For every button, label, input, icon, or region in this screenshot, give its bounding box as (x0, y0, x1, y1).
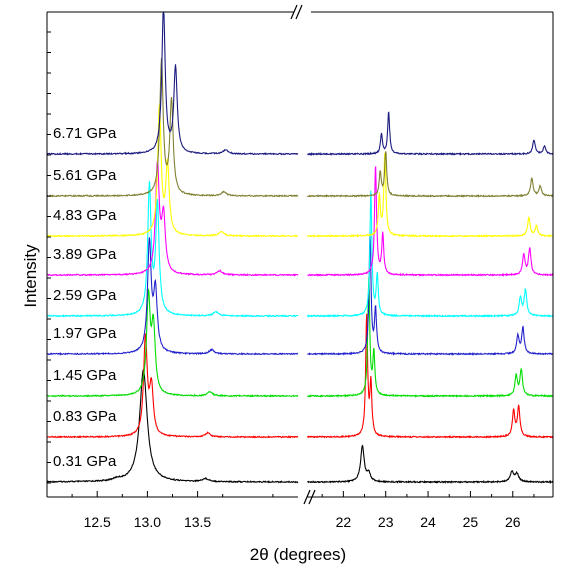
x-tick-label: 22 (336, 514, 352, 530)
series-line-right-3 (307, 231, 554, 356)
series-line-right-4 (306, 190, 554, 318)
series-label-7: 5.61 GPa (53, 167, 117, 184)
series-line-left-3 (46, 237, 299, 356)
series-line-left-4 (46, 181, 299, 318)
plot-area (46, 11, 554, 485)
series-label-5: 3.89 GPa (53, 246, 117, 263)
series-label-2: 1.45 GPa (53, 367, 117, 384)
series-line-right-8 (307, 111, 554, 157)
series-line-left-8 (46, 11, 299, 156)
series-line-right-5 (307, 166, 554, 277)
series-line-left-6 (46, 104, 299, 238)
x-tick-label: 23 (378, 514, 394, 530)
x-tick-label: 13.5 (184, 514, 211, 530)
axis-break-mark (290, 4, 298, 20)
x-tick-label: 25 (463, 514, 479, 530)
x-axis-title: 2θ (degrees) (250, 545, 346, 564)
x-tick-label: 13.0 (134, 514, 161, 530)
x-tick-label: 26 (505, 514, 521, 530)
series-line-right-0 (307, 444, 554, 485)
series-line-left-0 (46, 368, 299, 484)
axis-break-mark (295, 4, 303, 20)
series-label-1: 0.83 GPa (53, 408, 117, 425)
series-labels: 0.31 GPa 0.83 GPa 1.45 GPa 1.97 GPa 2.59 GPa… (53, 125, 117, 470)
series-label-6: 4.83 GPa (53, 207, 117, 224)
series-line-left-5 (46, 160, 299, 277)
series-label-4: 2.59 GPa (53, 287, 117, 304)
axis-break-mark (303, 489, 311, 505)
series-line-left-2 (47, 288, 299, 398)
series-line-right-7 (306, 151, 554, 198)
series-label-8: 6.71 GPa (53, 125, 117, 142)
series-line-right-6 (306, 152, 554, 238)
axis-break-mark (308, 489, 316, 505)
y-axis-title: Intensity (21, 244, 40, 308)
series-label-0: 0.31 GPa (53, 453, 117, 470)
axis-ticks: 12.5 13.0 13.5 22 23 24 25 26 (47, 31, 535, 530)
series-line-right-2 (307, 277, 554, 398)
x-tick-label: 12.5 (84, 514, 111, 530)
series-line-right-1 (307, 313, 554, 439)
series-line-left-1 (46, 333, 299, 439)
axes-frame (46, 4, 554, 505)
series-label-3: 1.97 GPa (53, 325, 117, 342)
x-tick-label: 24 (420, 514, 436, 530)
